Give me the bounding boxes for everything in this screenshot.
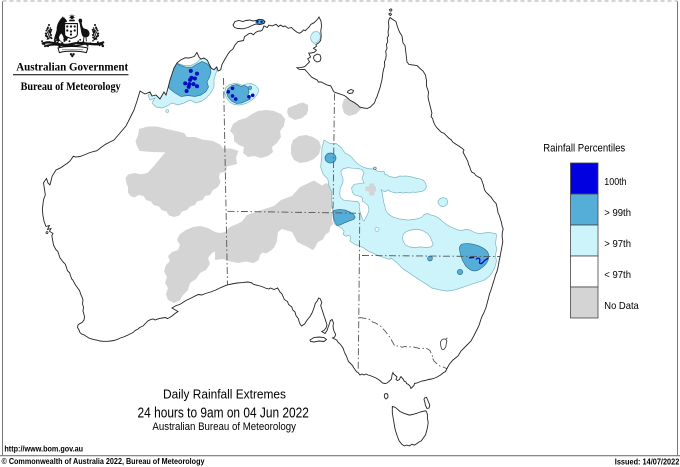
svg-text:Issued: 14/07/2022: Issued: 14/07/2022 — [615, 457, 680, 467]
svg-text:http://www.bom.gov.au: http://www.bom.gov.au — [4, 444, 83, 454]
svg-text:Rainfall Percentiles: Rainfall Percentiles — [543, 143, 625, 155]
svg-text:< 97th: < 97th — [604, 269, 631, 281]
svg-text:© Commonwealth of Australia 20: © Commonwealth of Australia 2022, Bureau… — [2, 456, 205, 466]
svg-text:Daily Rainfall Extremes: Daily Rainfall Extremes — [163, 387, 286, 402]
svg-text:Australian Bureau of Meteorolo: Australian Bureau of Meteorology — [152, 421, 296, 433]
svg-text:> 99th: > 99th — [604, 207, 631, 219]
svg-text:Australian Government: Australian Government — [16, 60, 128, 74]
svg-text:Bureau of Meteorology: Bureau of Meteorology — [21, 79, 121, 93]
svg-text:100th: 100th — [604, 176, 626, 188]
svg-text:> 97th: > 97th — [604, 238, 631, 250]
svg-text:24 hours to 9am on 04 Jun 2022: 24 hours to 9am on 04 Jun 2022 — [138, 404, 309, 421]
svg-text:No Data: No Data — [604, 300, 639, 312]
